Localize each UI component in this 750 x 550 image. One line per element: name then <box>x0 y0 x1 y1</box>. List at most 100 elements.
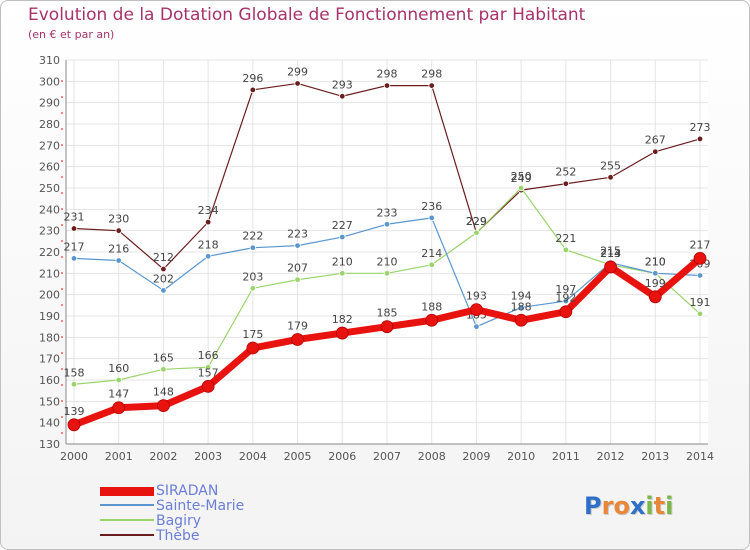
data-label-sainte-marie: 197 <box>555 283 576 296</box>
x-tick-label: 2003 <box>194 450 222 463</box>
data-label-sainte-marie: 218 <box>198 238 219 251</box>
data-point-bagiry <box>517 184 525 192</box>
legend-label-bagiry: Bagiry <box>156 513 202 529</box>
data-point-th-be <box>383 82 391 89</box>
y-tick-label: 130 <box>39 438 60 451</box>
data-label-bagiry: 191 <box>690 296 711 309</box>
legend: SIRADAN Sainte-Marie Bagiry Thèbe <box>100 483 340 544</box>
legend-item-siradan: SIRADAN <box>100 483 340 499</box>
data-point-siradan <box>157 399 170 413</box>
data-label-siradan: 179 <box>287 319 308 332</box>
data-label-sainte-marie: 236 <box>421 200 442 213</box>
data-label-bagiry: 207 <box>287 262 308 275</box>
y-tick-label: 300 <box>39 75 60 88</box>
data-point-sainte-marie <box>339 233 346 241</box>
data-label-siradan: 147 <box>108 388 129 401</box>
x-tick-label: 2005 <box>284 450 312 463</box>
data-label-bagiry: 221 <box>555 232 576 245</box>
y-tick-label: 150 <box>39 395 60 408</box>
data-point-sainte-marie <box>160 287 167 294</box>
data-label-bagiry: 210 <box>332 255 353 268</box>
x-tick-label: 2004 <box>239 450 267 463</box>
logo-letter: x <box>629 492 646 520</box>
data-point-siradan <box>67 418 81 432</box>
logo-letter: o <box>613 492 630 520</box>
data-label-siradan: 139 <box>64 405 85 418</box>
data-label-sainte-marie: 223 <box>287 228 308 241</box>
data-label-th-be: 249 <box>511 172 532 185</box>
y-tick-label: 210 <box>39 267 60 280</box>
chart-subtitle: (en € et par an) <box>28 28 115 41</box>
data-label-bagiry: 158 <box>64 366 85 379</box>
data-point-th-be <box>339 93 346 100</box>
y-tick-label: 170 <box>39 353 60 366</box>
y-tick-label: 280 <box>39 118 60 131</box>
data-label-th-be: 298 <box>377 68 398 81</box>
data-label-th-be: 273 <box>690 121 711 134</box>
data-label-sainte-marie: 222 <box>242 230 263 243</box>
y-tick-label: 260 <box>39 161 60 174</box>
data-point-bagiry <box>249 285 257 292</box>
data-label-bagiry: 210 <box>645 255 666 268</box>
y-tick-label: 200 <box>39 289 60 302</box>
data-label-th-be: 293 <box>332 78 353 91</box>
data-point-bagiry <box>696 310 704 318</box>
data-point-siradan <box>112 401 126 415</box>
data-label-th-be: 299 <box>287 65 308 78</box>
data-point-bagiry <box>339 270 346 277</box>
data-point-siradan <box>693 251 707 265</box>
legend-item-sainte-marie: Sainte-Marie <box>100 498 340 514</box>
data-point-th-be <box>696 135 704 143</box>
data-label-siradan: 182 <box>332 313 353 326</box>
data-point-sainte-marie <box>517 304 525 311</box>
legend-label-thebe: Thèbe <box>156 528 200 544</box>
logo-letter: P <box>584 492 602 520</box>
legend-swatch-sainte-marie <box>100 504 154 506</box>
logo-letter: t <box>653 492 666 520</box>
data-label-th-be: 267 <box>645 134 666 147</box>
data-point-siradan <box>604 260 617 274</box>
data-point-sainte-marie <box>428 214 435 222</box>
y-tick-label: 250 <box>39 182 60 195</box>
data-label-sainte-marie: 216 <box>108 243 129 256</box>
data-point-siradan <box>291 333 304 346</box>
data-point-siradan <box>246 341 260 355</box>
y-tick-label: 160 <box>39 374 60 387</box>
legend-label-siradan: SIRADAN <box>156 483 219 499</box>
x-tick-label: 2013 <box>641 450 669 463</box>
data-label-bagiry: 165 <box>153 351 174 364</box>
x-tick-label: 2001 <box>105 450 133 463</box>
data-label-sainte-marie: 217 <box>64 240 85 253</box>
data-point-sainte-marie <box>383 221 391 228</box>
data-point-th-be <box>652 148 659 155</box>
data-label-sainte-marie: 202 <box>153 272 174 285</box>
data-point-bagiry <box>160 366 167 373</box>
x-tick-label: 2014 <box>686 450 714 463</box>
y-tick-label: 180 <box>39 331 60 344</box>
data-point-sainte-marie <box>70 255 78 262</box>
data-point-siradan <box>335 326 349 340</box>
y-tick-label: 220 <box>39 246 60 259</box>
data-point-siradan <box>470 303 483 317</box>
data-label-siradan: 185 <box>377 307 398 320</box>
data-label-siradan: 148 <box>153 386 174 399</box>
legend-swatch-thebe <box>100 534 154 536</box>
data-point-bagiry <box>204 364 212 371</box>
data-point-th-be <box>204 218 212 226</box>
data-point-sainte-marie <box>562 297 570 305</box>
data-label-sainte-marie: 210 <box>645 255 666 268</box>
x-tick-label: 2000 <box>60 450 88 463</box>
data-label-bagiry: 166 <box>198 349 219 362</box>
legend-swatch-siradan <box>100 487 154 496</box>
data-label-bagiry: 250 <box>511 170 532 183</box>
data-point-bagiry <box>562 246 570 254</box>
y-tick-label: 310 <box>39 54 60 67</box>
data-point-th-be <box>294 80 301 87</box>
data-label-th-be: 298 <box>421 68 442 81</box>
data-point-sainte-marie <box>249 244 257 251</box>
data-point-th-be <box>562 180 570 187</box>
data-point-siradan <box>201 379 215 393</box>
data-point-th-be <box>607 174 614 181</box>
data-label-siradan: 193 <box>466 290 487 303</box>
